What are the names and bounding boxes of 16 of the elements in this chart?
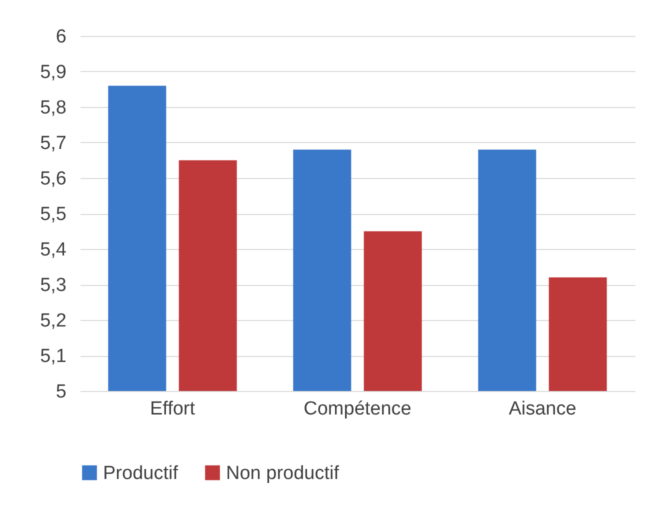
y-tick-label: 5,4 (40, 240, 67, 260)
y-tick-label: 5 (56, 382, 66, 402)
y-tick-label: 5,5 (40, 204, 66, 225)
x-tick-label: Aisance (508, 398, 576, 420)
y-tick-label: 5,3 (40, 275, 66, 296)
y-tick-label: 5,8 (40, 98, 66, 118)
y-tick-label: 5,7 (40, 133, 66, 154)
y-tick-label: 6 (56, 26, 66, 48)
y-tick-label: 5,9 (40, 62, 66, 83)
legend-label: Non productif (226, 462, 340, 484)
x-tick-label: Compétence (304, 398, 412, 420)
legend-label: Productif (103, 462, 179, 484)
y-tick-label: 5,2 (40, 310, 66, 332)
y-tick-label: 5,6 (40, 168, 66, 190)
x-tick-label: Effort (150, 398, 196, 420)
y-tick-label: 5,1 (40, 346, 66, 367)
